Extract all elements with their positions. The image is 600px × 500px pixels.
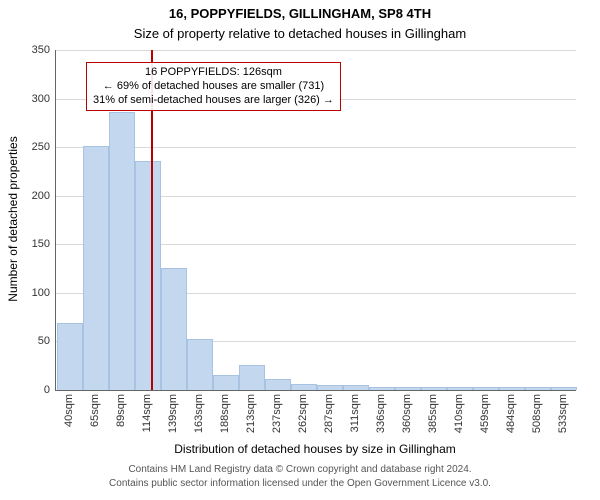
- x-tick: 114sqm: [141, 394, 153, 432]
- histogram-bar: [83, 146, 110, 390]
- x-tick: 262sqm: [297, 394, 309, 433]
- histogram-bar: [109, 112, 136, 390]
- histogram-bar: [161, 268, 188, 390]
- y-tick: 300: [32, 93, 50, 105]
- histogram-bar: [135, 161, 162, 390]
- y-tick: 50: [38, 335, 50, 347]
- x-tick: 213sqm: [245, 394, 257, 433]
- histogram-bar: [317, 385, 344, 390]
- histogram-bar: [213, 375, 240, 390]
- footer-line-2: Contains public sector information licen…: [0, 478, 600, 489]
- x-tick: 311sqm: [349, 394, 361, 432]
- x-tick: 65sqm: [89, 394, 101, 427]
- x-tick: 188sqm: [219, 394, 231, 433]
- y-tick: 350: [32, 44, 50, 56]
- y-tick: 200: [32, 190, 50, 202]
- histogram-bar: [525, 387, 552, 390]
- histogram-bar: [395, 387, 422, 390]
- property-annotation: 16 POPPYFIELDS: 126sqm ← 69% of detached…: [86, 62, 341, 111]
- histogram-bar: [473, 387, 500, 390]
- annotation-line-2: ← 69% of detached houses are smaller (73…: [93, 80, 334, 94]
- y-tick: 150: [32, 238, 50, 250]
- x-tick: 89sqm: [115, 394, 127, 427]
- histogram-bar: [343, 385, 370, 390]
- x-tick: 360sqm: [401, 394, 413, 433]
- grid-line: [56, 50, 576, 51]
- y-tick: 250: [32, 141, 50, 153]
- histogram-bar: [187, 339, 214, 391]
- chart-title: 16, POPPYFIELDS, GILLINGHAM, SP8 4TH: [0, 6, 600, 21]
- x-axis-label: Distribution of detached houses by size …: [55, 442, 575, 456]
- y-axis-label: Number of detached properties: [6, 49, 20, 389]
- histogram-bar: [551, 387, 578, 390]
- chart-page: 16, POPPYFIELDS, GILLINGHAM, SP8 4TH Siz…: [0, 0, 600, 500]
- y-tick: 0: [44, 384, 50, 396]
- x-tick: 533sqm: [557, 394, 569, 433]
- footer-line-1: Contains HM Land Registry data © Crown c…: [0, 464, 600, 475]
- x-tick: 508sqm: [531, 394, 543, 433]
- x-tick: 459sqm: [479, 394, 491, 433]
- x-tick: 410sqm: [453, 394, 465, 433]
- histogram-bar: [421, 387, 448, 390]
- chart-subtitle: Size of property relative to detached ho…: [0, 26, 600, 41]
- histogram-bar: [291, 384, 318, 390]
- histogram-bar: [369, 387, 396, 390]
- x-tick: 163sqm: [193, 394, 205, 433]
- y-tick: 100: [32, 287, 50, 299]
- histogram-bar: [239, 365, 266, 390]
- histogram-bar: [57, 323, 84, 390]
- x-tick: 385sqm: [427, 394, 439, 433]
- x-tick: 40sqm: [63, 394, 75, 427]
- x-tick: 139sqm: [167, 394, 179, 433]
- x-tick: 287sqm: [323, 394, 335, 433]
- histogram-bar: [499, 387, 526, 390]
- annotation-line-3: 31% of semi-detached houses are larger (…: [93, 94, 334, 108]
- x-tick: 336sqm: [375, 394, 387, 433]
- histogram-bar: [265, 379, 292, 390]
- plot-area: 05010015020025030035040sqm65sqm89sqm114s…: [55, 50, 576, 391]
- x-tick: 237sqm: [271, 394, 283, 433]
- annotation-line-1: 16 POPPYFIELDS: 126sqm: [93, 66, 334, 80]
- x-tick: 484sqm: [505, 394, 517, 433]
- histogram-bar: [447, 387, 474, 390]
